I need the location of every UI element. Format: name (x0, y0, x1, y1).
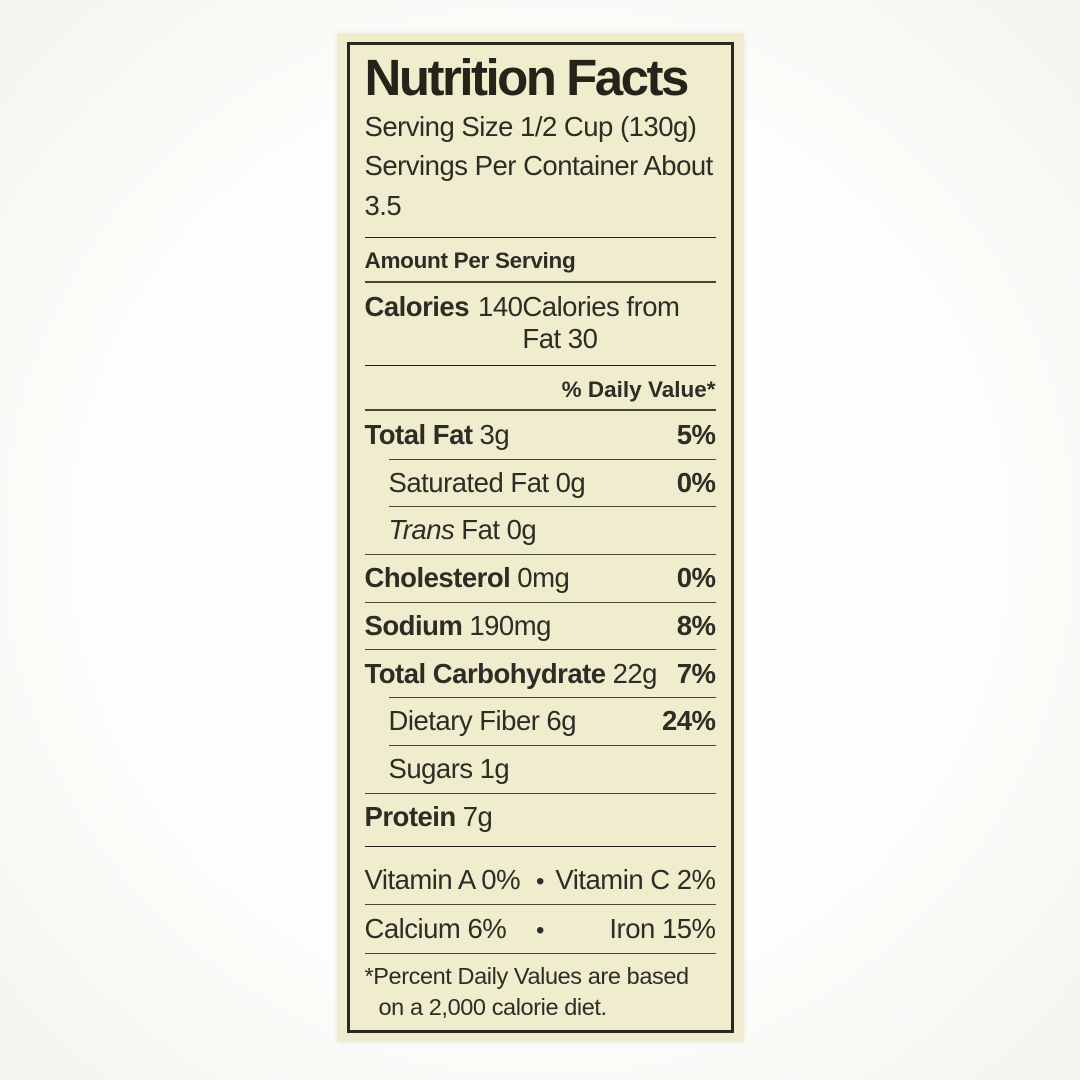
nutrient-row-total-fat: Total Fat 3g 5% (365, 411, 716, 459)
amount-per-serving-heading: Amount Per Serving (364, 245, 716, 284)
nutrient-name: Trans Fat 0g (388, 514, 537, 546)
nutrient-row-dietary-fiber: Dietary Fiber 6g 24% (365, 697, 716, 745)
vitamin-a-value: Vitamin A 0% (364, 864, 521, 896)
nutrition-label-border-box: Nutrition Facts Serving Size 1/2 Cup (13… (346, 42, 734, 1033)
percent-daily-value-header: % Daily Value* (364, 366, 716, 411)
separator-medium-bar (364, 365, 716, 366)
nutrient-name: Saturated Fat 0g (388, 466, 586, 498)
bullet-separator: • (536, 868, 544, 896)
vitamin-c-value: Vitamin C 2% (555, 864, 716, 896)
serving-size-line: Serving Size 1/2 Cup (130g) (364, 110, 697, 142)
nutrient-row-sugars: Sugars 1g (365, 745, 716, 793)
daily-value-percent: 0% (676, 562, 716, 594)
nutrient-row-trans-fat: Trans Fat 0g (365, 506, 716, 554)
daily-value-percent: 7% (676, 657, 716, 689)
daily-value-percent: 5% (676, 418, 716, 450)
calories-label: Calories (364, 291, 470, 323)
nutrient-name: Dietary Fiber 6g (388, 705, 577, 737)
separator-thick-bar-bottom (364, 846, 716, 848)
vitamin-row-a-c: Vitamin A 0% • Vitamin C 2% (365, 856, 716, 904)
nutrient-name: Sodium 190mg (364, 609, 552, 641)
daily-value-footnote: *Percent Daily Values are based on a 2,0… (364, 962, 690, 1021)
nutrient-name: Cholesterol 0mg (364, 562, 570, 594)
nutrient-row-sodium: Sodium 190mg 8% (365, 602, 716, 650)
daily-value-percent: 24% (661, 705, 716, 737)
nutrient-name: Sugars 1g (388, 752, 510, 784)
daily-value-percent: 8% (676, 609, 716, 641)
nutrition-facts-title: Nutrition Facts (364, 49, 690, 106)
calories-row: Calories 140 Calories from Fat 30 (365, 283, 716, 365)
daily-value-percent: 0% (676, 466, 716, 498)
nutrient-row-total-carbohydrate: Total Carbohydrate 22g 7% (365, 650, 716, 698)
nutrient-row-protein: Protein 7g (365, 793, 716, 841)
calories-from-fat: Calories from Fat 30 (522, 291, 680, 355)
servings-per-container-line: Servings Per Container About 3.5 (364, 150, 714, 222)
calcium-value: Calcium 6% (364, 912, 507, 944)
vitamin-row-calcium-iron: Calcium 6% • Iron 15% (365, 905, 716, 953)
iron-value: Iron 15% (609, 912, 716, 944)
bullet-separator: • (536, 916, 544, 944)
nutrient-name: Total Carbohydrate 22g (364, 657, 658, 689)
nutrient-name: Total Fat 3g (364, 418, 510, 450)
nutrient-name: Protein 7g (364, 800, 493, 832)
separator-thick-bar-top (364, 237, 716, 239)
nutrition-label: Nutrition Facts Serving Size 1/2 Cup (13… (336, 33, 744, 1042)
nutrient-row-cholesterol: Cholesterol 0mg 0% (365, 554, 716, 602)
calories-value: 140 (478, 291, 523, 323)
nutrient-row-saturated-fat: Saturated Fat 0g 0% (365, 459, 716, 507)
